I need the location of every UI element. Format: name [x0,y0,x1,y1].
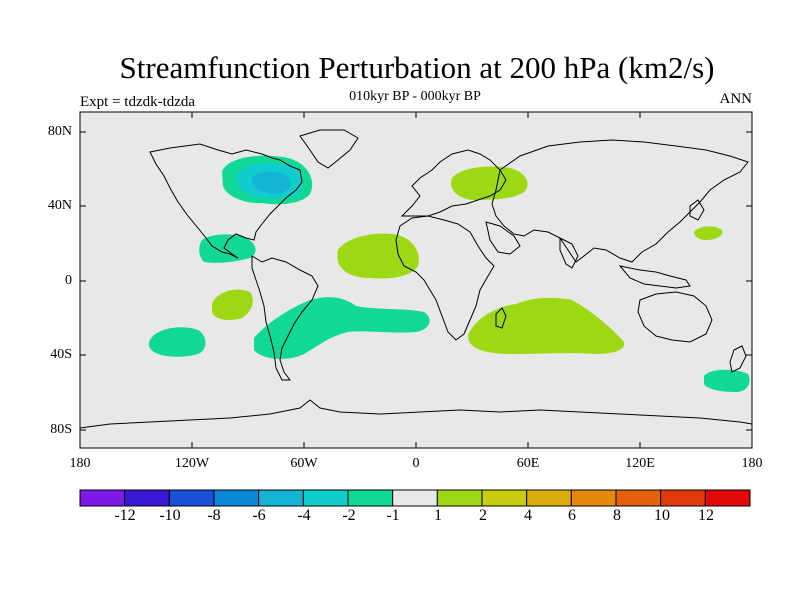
colorbar-box [481,489,528,507]
colorbar-box [526,489,572,507]
colorbar-box [615,489,662,507]
colorbar-box [436,489,483,507]
lat-label-40n: 40N [47,198,72,213]
anomaly-tropical-atlantic-positive [337,233,419,279]
colorbar-label: -1 [386,507,400,524]
anomaly-south-america [254,297,430,359]
lat-label-80s: 80S [50,422,72,437]
lon-label-60w: 60W [290,456,318,471]
colorbar-label: 12 [698,507,714,524]
lon-ticks [191,112,641,448]
colorbar-box [347,489,394,507]
colorbar-label: 6 [568,507,576,524]
colorbar-box [213,489,260,507]
map-title: Streamfunction Perturbation at 200 hPa (… [119,50,715,85]
colorbar-box [168,489,215,507]
colorbar-box [660,489,706,507]
colorbar-box [570,489,617,507]
colorbar-label: -4 [297,507,311,524]
colorbar-label: 2 [479,507,487,524]
lat-ticks [80,131,752,431]
colorbar-label: 4 [524,507,532,524]
lat-label-0: 0 [65,273,72,288]
colorbar-label: 8 [613,507,621,524]
colorbar-label: -10 [159,507,181,524]
coast-india [559,237,579,269]
coast-north-america [149,143,303,259]
coast-africa [395,215,495,341]
lon-label-120w: 120W [174,456,210,471]
colorbar-label: -12 [114,507,136,524]
anomaly-south-pacific [148,327,206,357]
coast-australia [637,291,713,343]
anomaly-north-america-core [252,171,291,194]
map-background [80,112,752,448]
coast-asia [491,139,749,263]
anomaly-se-pacific-positive [212,289,253,320]
anomaly-indian-ocean-positive [468,297,625,354]
colorbar-box [258,489,304,507]
anomaly-west-pacific-positive [694,226,723,240]
anomaly-regions [148,155,750,392]
coast-new-zealand [729,345,747,373]
lat-label-80n: 80N [47,124,72,139]
coast-japan [689,199,705,221]
colorbar-box [704,489,751,507]
colorbar-label: 10 [654,507,670,524]
lon-label-60e: 60E [516,456,540,471]
anomaly-europe-positive [450,166,528,200]
season-label: ANN [719,91,753,107]
lon-label-120e: 120E [625,456,655,471]
colorbar-label: -6 [252,507,266,524]
colorbar-box [79,489,126,507]
colorbar-label: 1 [434,507,442,524]
colorbar [79,489,751,507]
coast-madagascar [495,307,507,329]
coast-antarctica [79,399,753,429]
colorbar-box [124,489,170,507]
coast-indonesia [618,265,691,289]
anomaly-new-zealand-negative [704,369,750,392]
colorbar-box [392,489,438,507]
experiment-label: Expt = tdzdk-tdzda [80,94,196,110]
colorbar-label: -8 [207,507,221,524]
colorbar-box [302,489,349,507]
lon-label-180e: 180 [741,456,763,471]
colorbar-label: -2 [342,507,356,524]
coastlines [79,129,753,429]
anomaly-central-america [199,234,256,263]
coast-europe [400,149,507,217]
lon-label-180w: 180 [69,456,91,471]
lat-label-40s: 40S [50,347,72,362]
map-subtitle: 010kyr BP - 000kyr BP [349,89,481,104]
coast-greenland [299,129,359,169]
coast-arabia [485,221,521,255]
lon-label-0: 0 [412,456,420,471]
coast-south-america [251,255,319,381]
